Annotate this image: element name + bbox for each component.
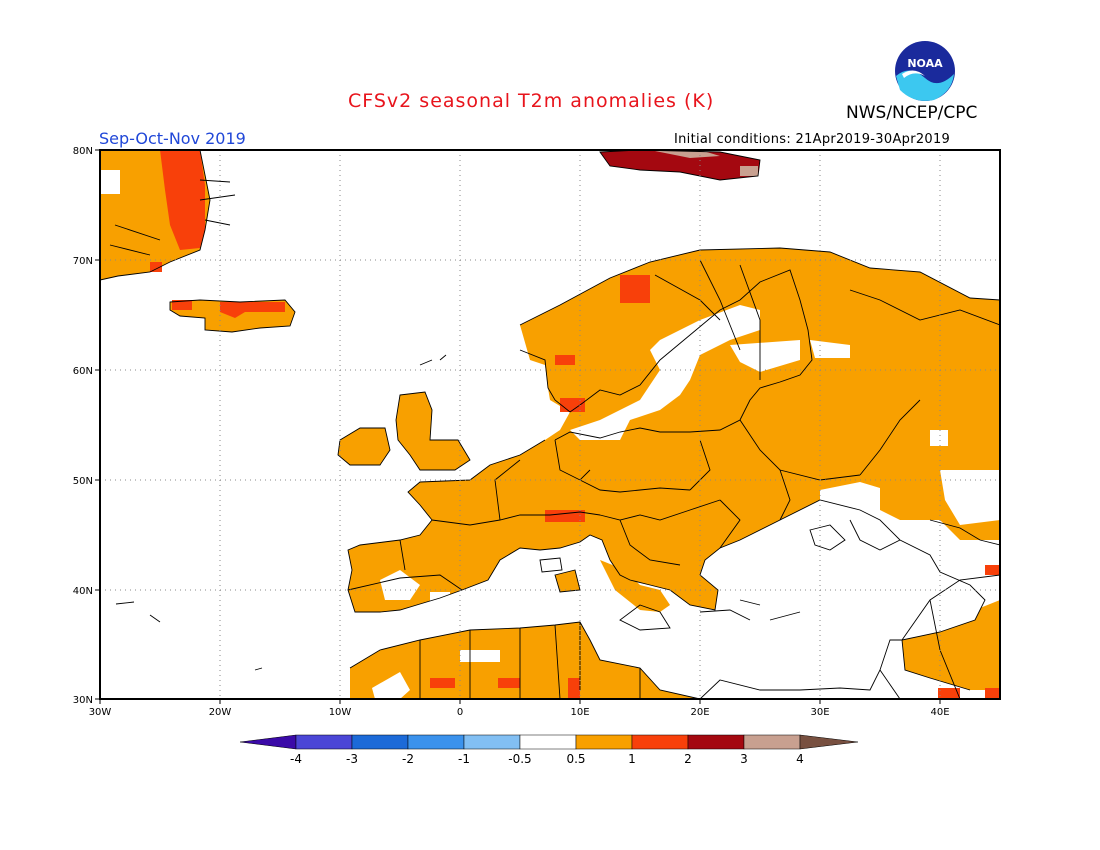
legend-swatch-neg05-05: [519, 734, 577, 750]
lon-label-10w: 10W: [329, 707, 352, 718]
legend-tick-4: 4: [796, 752, 804, 766]
legend-tick-05: 0.5: [566, 752, 585, 766]
region-greenland-hot: [160, 150, 205, 250]
legend-swatch-2-3: [687, 734, 745, 750]
legend-tick-3: 3: [740, 752, 748, 766]
season-label: Sep-Oct-Nov 2019: [99, 129, 246, 148]
legend-swatch-neg3-neg2: [351, 734, 409, 750]
noaa-logo: NOAA: [895, 41, 955, 101]
hot-spot-alps: [545, 510, 585, 522]
legend-swatch-neg2-neg1: [407, 734, 465, 750]
region-svalbard: [600, 150, 760, 180]
lon-label-40e: 40E: [930, 707, 949, 718]
legend-tick-neg3: -3: [346, 752, 358, 766]
map-frame: [99, 149, 1001, 700]
legend-tick-neg1: -1: [458, 752, 470, 766]
region-british-isles: [396, 392, 470, 470]
chart-title: CFSv2 seasonal T2m anomalies (K): [348, 90, 715, 112]
hot-spot-norway: [620, 275, 650, 303]
lat-label-30n: 30N: [73, 695, 93, 706]
lat-label-60n: 60N: [73, 366, 93, 377]
lon-label-20e: 20E: [690, 707, 709, 718]
lat-label-50n: 50N: [73, 476, 93, 487]
lat-label-80n: 80N: [73, 146, 93, 157]
anomaly-fields: [100, 150, 1000, 699]
noaa-logo-text: NOAA: [907, 57, 943, 70]
lat-axis: 80N 70N 60N 50N 40N 30N: [73, 146, 100, 706]
legend-swatch-below-4: [239, 734, 297, 750]
lon-label-10e: 10E: [570, 707, 589, 718]
lon-label-0: 0: [457, 707, 463, 718]
legend-tick-neg4: -4: [290, 752, 302, 766]
legend-swatch-neg4-neg3: [295, 734, 353, 750]
legend-tick-1: 1: [628, 752, 636, 766]
legend-swatch-1-2: [631, 734, 689, 750]
lon-label-30w: 30W: [89, 707, 112, 718]
legend-tick-2: 2: [684, 752, 692, 766]
lat-label-70n: 70N: [73, 256, 93, 267]
legend-tick-neg05: -0.5: [508, 752, 531, 766]
legend-swatch-neg1-neg05: [463, 734, 521, 750]
lon-label-30e: 30E: [810, 707, 829, 718]
legend-tick-neg2: -2: [402, 752, 414, 766]
region-europe: [348, 248, 1000, 690]
lon-axis: 30W 20W 10W 0 10E 20E 30E 40E: [89, 699, 950, 718]
initial-conditions-label: Initial conditions: 21Apr2019-30Apr2019: [674, 132, 951, 147]
color-legend: -4 -3 -2 -1 -0.5 0.5 1 2 3 4: [239, 734, 859, 766]
map-gridlines: [100, 150, 1000, 699]
legend-swatch-3-4: [743, 734, 801, 750]
legend-swatch-above-4: [799, 734, 859, 750]
lat-label-40n: 40N: [73, 586, 93, 597]
agency-label: NWS/NCEP/CPC: [846, 103, 978, 123]
legend-swatch-05-1: [575, 734, 633, 750]
lon-label-20w: 20W: [209, 707, 232, 718]
